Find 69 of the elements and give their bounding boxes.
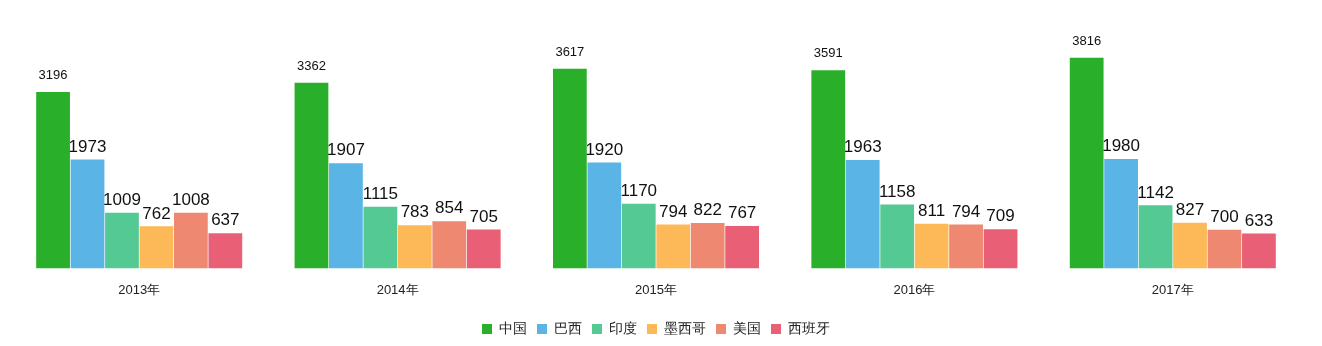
bar: [105, 212, 139, 269]
data-label: 700: [1210, 206, 1239, 226]
data-label: 1907: [327, 140, 365, 160]
bar: [690, 223, 725, 269]
x-tick-label: 2013年: [118, 281, 161, 297]
data-label: 3362: [297, 57, 326, 73]
bar: [36, 91, 70, 269]
data-label: 767: [727, 203, 757, 223]
data-label: 3816: [1072, 32, 1102, 48]
data-label: 811: [918, 200, 946, 220]
bar: [811, 70, 846, 269]
legend-label: 巴西: [554, 319, 582, 336]
bar: [656, 224, 691, 269]
bar: [1207, 229, 1242, 269]
data-label: 762: [142, 203, 171, 223]
data-label: 3591: [813, 45, 843, 61]
data-label: 794: [659, 201, 688, 221]
bar: [621, 203, 656, 269]
legend-label: 西班牙: [788, 319, 830, 336]
x-tick-label: 2017年: [1151, 281, 1194, 297]
bar: [552, 68, 587, 269]
data-label: 1142: [1137, 182, 1174, 202]
data-label: 1980: [1102, 136, 1141, 156]
data-label: 827: [1175, 199, 1205, 219]
bar: [70, 159, 105, 269]
bar: [363, 206, 398, 269]
bar: [432, 221, 467, 269]
data-label: 1963: [843, 137, 882, 157]
bar: [329, 163, 363, 269]
data-label: 783: [400, 202, 430, 222]
data-label: 822: [693, 200, 722, 220]
bar: [914, 223, 949, 269]
legend-label: 中国: [499, 319, 527, 336]
x-tick-label: 2015年: [635, 281, 677, 297]
bar: [466, 229, 501, 269]
bar: [983, 229, 1018, 269]
data-label: 1158: [878, 181, 916, 201]
data-label: 3617: [555, 43, 585, 59]
data-label: 1009: [103, 189, 141, 209]
bar: [174, 212, 208, 269]
x-tick-label: 2016年: [893, 281, 936, 297]
data-label: 854: [435, 198, 464, 218]
data-label: 637: [211, 210, 240, 230]
data-label: 1008: [171, 189, 210, 209]
bar: [1138, 205, 1173, 269]
bar: [208, 233, 243, 269]
bar: [1242, 233, 1276, 269]
data-label: 1170: [620, 181, 658, 200]
data-label: 709: [986, 206, 1015, 226]
bar: [397, 225, 432, 269]
legend-label: 墨西哥: [664, 319, 706, 336]
bar: [845, 160, 880, 269]
bar: [139, 226, 174, 269]
bar: [294, 82, 329, 269]
x-tick-label: 2014年: [376, 281, 419, 297]
bar: [1104, 159, 1138, 269]
bar: [725, 226, 760, 269]
data-label: 3196: [38, 67, 68, 83]
bar: [587, 162, 622, 269]
legend-label: 印度: [609, 319, 637, 336]
bar: [1069, 57, 1104, 269]
data-label: 1115: [362, 184, 399, 204]
data-label: 794: [951, 201, 981, 221]
bar: [949, 224, 983, 269]
data-label: 705: [469, 206, 498, 226]
bar: [880, 204, 915, 269]
bar: [1173, 222, 1207, 269]
legend-label: 美国: [733, 319, 761, 336]
data-label: 633: [1244, 210, 1274, 230]
